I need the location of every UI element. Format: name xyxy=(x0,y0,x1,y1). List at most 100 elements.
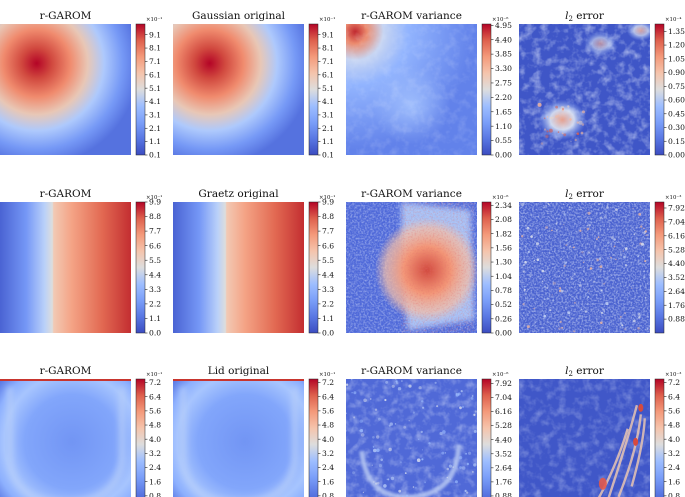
colorbar-tick-label: 0.8 xyxy=(668,491,680,497)
colorbar-tick-label: 1.6 xyxy=(668,477,680,486)
colorbar: 9.9 8.8 7.7 6.6 5.5 4.4 3.3 2.2 1.1 0.0 ×10⁻¹ xyxy=(135,194,162,338)
colorbar-frame xyxy=(481,201,492,334)
colorbar-tick-label: 2.4 xyxy=(149,463,161,472)
colorbar-tick-label: 2.2 xyxy=(322,299,334,308)
colorbar-tick-label: 5.28 xyxy=(495,421,512,430)
colorbar-tick-label: 5.6 xyxy=(668,406,680,415)
colorbar-tick-label: 0.00 xyxy=(495,329,512,338)
colorbar-tick-label: 4.8 xyxy=(322,421,334,430)
colorbar-tick-label: 3.30 xyxy=(495,64,512,73)
heatmap-field xyxy=(0,202,131,333)
colorbar-gradient xyxy=(482,379,491,497)
panel-title: r-GAROM variance xyxy=(361,10,462,22)
colorbar-tick-label: 5.6 xyxy=(322,406,334,415)
colorbar-frame xyxy=(654,201,665,334)
title-sub: 2 xyxy=(568,15,572,23)
colorbar-tick-label: 3.2 xyxy=(322,449,334,458)
colorbar-tick-label: 1.76 xyxy=(495,477,512,486)
colorbar-tick-label: 5.5 xyxy=(149,256,161,265)
panel-gaussian-prediction: r-GAROM 9.1 8.1 7.1 6.1 5.1 4.1 3.1 2.1 1.1 0.1 ×10… xyxy=(0,10,162,160)
colorbar-multiplier: ×10⁻¹ xyxy=(319,371,335,378)
colorbar-multiplier: ×10⁻¹ xyxy=(146,371,162,378)
colorbar-tick-label: 7.04 xyxy=(495,393,512,402)
colorbar-tick-label: 2.4 xyxy=(668,463,680,472)
panel-title: l2 error xyxy=(565,365,605,378)
colorbar-tick-label: 0.60 xyxy=(668,96,685,105)
colorbar-tick-label: 4.0 xyxy=(149,435,161,444)
colorbar-tick-label: 8.1 xyxy=(149,44,161,53)
colorbar-frame xyxy=(135,378,146,497)
colorbar-tick-label: 0.88 xyxy=(668,315,685,324)
heatmap-field xyxy=(173,24,304,155)
colorbar-tick-label: 7.2 xyxy=(668,378,680,387)
colorbar-frame xyxy=(135,23,146,156)
colorbar-tick-label: 5.28 xyxy=(668,245,685,254)
colorbar-gradient xyxy=(655,379,664,497)
colorbar-tick-label: 0.00 xyxy=(495,151,512,160)
colorbar-tick-label: 3.2 xyxy=(668,449,680,458)
colorbar-tick-label: 7.1 xyxy=(149,57,161,66)
colorbar: 9.1 8.1 7.1 6.1 5.1 4.1 3.1 2.1 1.1 0.1 ×10⁻¹ xyxy=(308,16,335,160)
colorbar-gradient xyxy=(655,202,664,333)
heatmap-field xyxy=(0,24,131,155)
colorbar-tick-label: 3.1 xyxy=(322,110,334,119)
colorbar-tick-label: 4.95 xyxy=(495,21,512,30)
colorbar-frame xyxy=(654,23,665,156)
colorbar-tick-label: 0.0 xyxy=(149,329,161,338)
panel-title: r-GAROM variance xyxy=(361,365,462,377)
colorbar-gradient xyxy=(482,24,491,155)
colorbar-multiplier: ×10⁻³ xyxy=(665,371,681,378)
colorbar: 2.34 2.08 1.82 1.56 1.30 1.04 0.78 0.52 0.26 0.00… xyxy=(481,194,512,338)
heatmap-field xyxy=(0,379,131,497)
title-rest: error xyxy=(573,188,605,200)
colorbar-frame xyxy=(308,23,319,156)
colorbar-tick-label: 1.6 xyxy=(149,477,161,486)
colorbar-multiplier: ×10⁻⁶ xyxy=(492,194,508,201)
panel-lid-error: l2 error7.26.45.64.84.03.22.41.60.80.0×1… xyxy=(519,365,681,497)
colorbar-tick-label: 0.8 xyxy=(322,491,334,497)
colorbar-tick-label: 1.82 xyxy=(495,229,512,238)
colorbar-tick-label: 4.0 xyxy=(668,435,680,444)
colorbar-tick-label: 8.8 xyxy=(149,212,161,221)
colorbar-tick-label: 4.40 xyxy=(495,435,512,444)
colorbar-gradient xyxy=(136,202,145,333)
colorbar: 7.26.45.64.84.03.22.41.60.80.0×10⁻¹ xyxy=(308,371,335,497)
colorbar: 9.1 8.1 7.1 6.1 5.1 4.1 3.1 2.1 1.1 0.1 ×10⁻¹ xyxy=(135,16,162,160)
colorbar-gradient xyxy=(136,24,145,155)
colorbar-tick-label: 0.1 xyxy=(149,151,161,160)
colorbar-tick-label: 5.1 xyxy=(322,84,334,93)
heatmap-field xyxy=(519,24,650,155)
colorbar-tick-label: 2.64 xyxy=(668,287,685,296)
colorbar-frame xyxy=(308,378,319,497)
colorbar-tick-label: 4.40 xyxy=(668,259,685,268)
colorbar-tick-label: 7.92 xyxy=(668,204,685,213)
title-rest: error xyxy=(573,365,605,377)
colorbar-tick-label: 0.90 xyxy=(668,68,685,77)
colorbar-tick-label: 0.15 xyxy=(668,137,685,146)
colorbar-tick-label: 7.7 xyxy=(149,227,161,236)
colorbar-tick-label: 6.1 xyxy=(149,70,161,79)
panel-title: r-GAROM xyxy=(40,188,92,200)
colorbar-multiplier: ×10⁻⁶ xyxy=(492,16,508,23)
colorbar-tick-label: 1.65 xyxy=(495,107,512,116)
panel-lid-prediction: r-GAROM7.26.45.64.84.03.22.41.60.80.0×10… xyxy=(0,365,162,497)
heatmap-field xyxy=(173,379,304,497)
colorbar-gradient xyxy=(655,24,664,155)
colorbar-frame xyxy=(654,378,665,497)
colorbar-frame xyxy=(135,201,146,334)
colorbar-gradient xyxy=(309,379,318,497)
colorbar: 7.92 7.04 6.16 5.28 4.40 3.52 2.64 1.76 0.88 ×10⁻… xyxy=(654,194,685,334)
colorbar-tick-label: 9.9 xyxy=(322,198,334,207)
colorbar-tick-label: 0.8 xyxy=(149,491,161,497)
colorbar-tick-label: 1.1 xyxy=(149,314,161,323)
panel-graetz-prediction: r-GAROM 9.9 8.8 7.7 6.6 5.5 4.4 3.3 2.2 1.1 0.0 ×10… xyxy=(0,188,162,338)
panel-gaussian-original: Gaussian original 9.1 8.1 7.1 6.1 5.1 4.1 3.1 2.… xyxy=(173,10,335,160)
panel-title: l2 error xyxy=(565,188,605,201)
colorbar-tick-label: 0.55 xyxy=(495,136,512,145)
colorbar-tick-label: 0.52 xyxy=(495,300,512,309)
colorbar-multiplier: ×10⁻³ xyxy=(665,194,681,201)
title-base: l xyxy=(565,10,568,22)
colorbar-tick-label: 6.6 xyxy=(322,241,334,250)
colorbar-tick-label: 4.8 xyxy=(668,421,680,430)
